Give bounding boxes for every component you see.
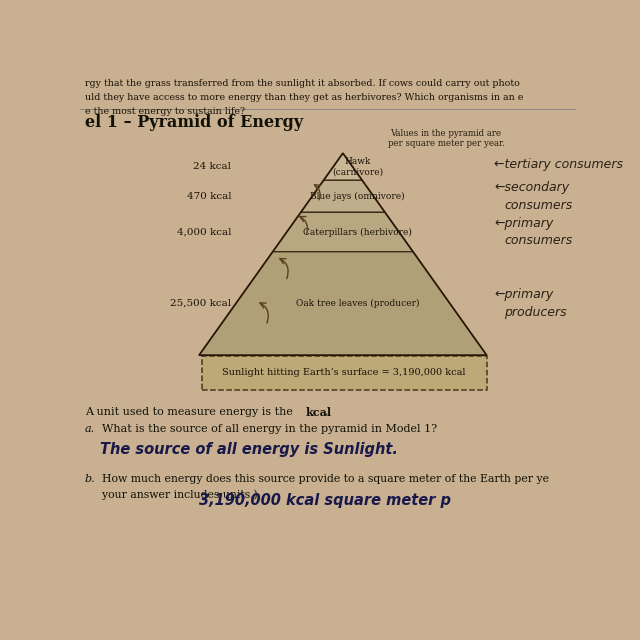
Text: your answer includes units.): your answer includes units.) — [102, 489, 262, 500]
Text: uld they have access to more energy than they get as herbivores? Which organisms: uld they have access to more energy than… — [85, 93, 524, 102]
Text: el 1 – Pyramid of Energy: el 1 – Pyramid of Energy — [85, 114, 303, 131]
Text: consumers: consumers — [504, 234, 572, 248]
Text: The source of all energy is Sunlight.: The source of all energy is Sunlight. — [100, 442, 397, 458]
Text: kcal: kcal — [306, 407, 332, 418]
Text: .: . — [325, 407, 328, 417]
Polygon shape — [301, 180, 385, 212]
Text: How much energy does this source provide to a square meter of the Earth per ye: How much energy does this source provide… — [102, 474, 549, 483]
Text: 24 kcal: 24 kcal — [193, 162, 231, 172]
Text: 4,000 kcal: 4,000 kcal — [177, 228, 231, 237]
Text: a.: a. — [85, 424, 95, 434]
Text: 3,190,000 kcal square meter p: 3,190,000 kcal square meter p — [199, 493, 451, 508]
Text: Caterpillars (herbivore): Caterpillars (herbivore) — [303, 227, 412, 237]
Text: e the most energy to sustain life?: e the most energy to sustain life? — [85, 107, 245, 116]
Text: ←secondary: ←secondary — [494, 181, 570, 194]
Text: ←primary: ←primary — [494, 217, 554, 230]
Text: A unit used to measure energy is the: A unit used to measure energy is the — [85, 407, 296, 417]
Text: Oak tree leaves (producer): Oak tree leaves (producer) — [296, 299, 419, 308]
Text: b.: b. — [85, 474, 95, 483]
Text: ←tertiary consumers: ←tertiary consumers — [494, 158, 623, 171]
Text: producers: producers — [504, 306, 566, 319]
Text: 470 kcal: 470 kcal — [187, 192, 231, 201]
Bar — [202, 356, 486, 390]
Text: Blue jays (omnivore): Blue jays (omnivore) — [310, 192, 405, 201]
Polygon shape — [273, 212, 413, 252]
Text: What is the source of all energy in the pyramid in Model 1?: What is the source of all energy in the … — [102, 424, 438, 434]
Text: Hawk
(carnivore): Hawk (carnivore) — [332, 157, 383, 177]
Text: 25,500 kcal: 25,500 kcal — [170, 299, 231, 308]
Text: rgy that the grass transferred from the sunlight it absorbed. If cows could carr: rgy that the grass transferred from the … — [85, 79, 520, 88]
Text: Sunlight hitting Earth’s surface = 3,190,000 kcal: Sunlight hitting Earth’s surface = 3,190… — [222, 369, 466, 378]
Text: Values in the pyramid are
per square meter per year.: Values in the pyramid are per square met… — [388, 129, 504, 148]
Polygon shape — [199, 252, 486, 355]
Polygon shape — [324, 153, 362, 180]
Text: ←primary: ←primary — [494, 288, 554, 301]
Text: consumers: consumers — [504, 198, 572, 212]
